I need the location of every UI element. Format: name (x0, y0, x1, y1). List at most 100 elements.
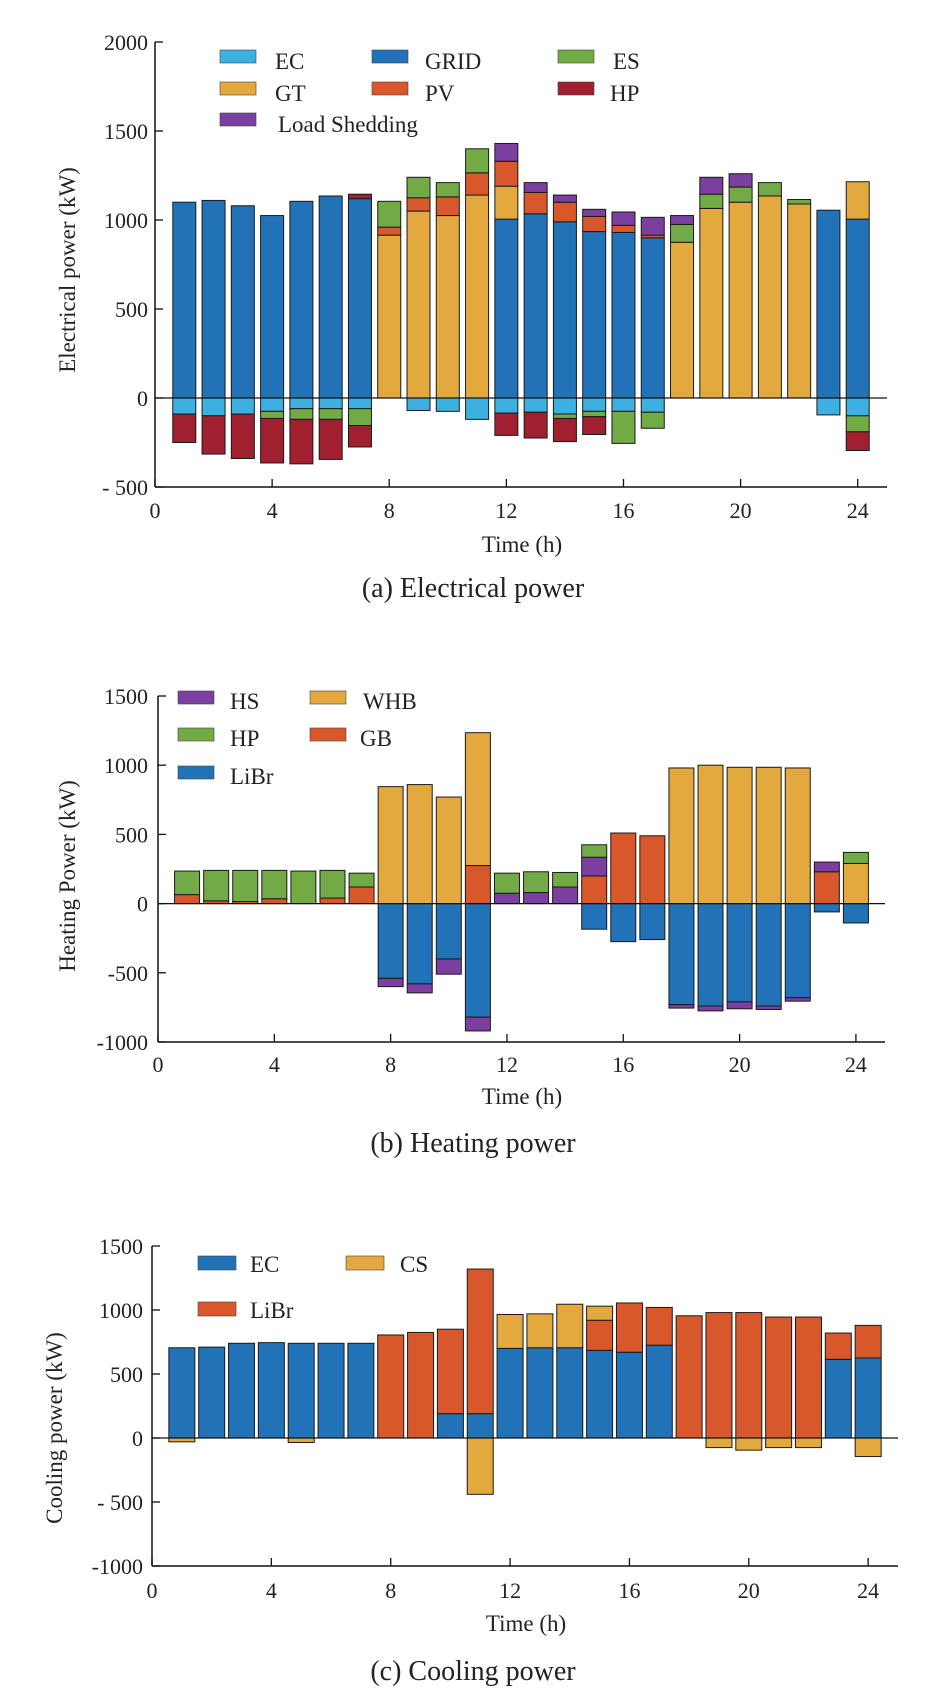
bar-hp-hour-1 (172, 413, 197, 443)
bar-libr-hour-19 (705, 1312, 733, 1439)
bar-hp-hour-4 (261, 869, 288, 900)
heating-bars (174, 732, 869, 1032)
x-tick-label: 16 (612, 1052, 634, 1077)
bar-libr-hour-8 (377, 903, 404, 979)
x-tick-label: 8 (385, 1578, 396, 1603)
bar-whb-hour-24 (842, 862, 869, 905)
bar-cs-hour-20 (735, 1437, 763, 1451)
bar-ec-hour-10 (436, 1413, 464, 1439)
bar-es-hour-5 (289, 408, 314, 420)
bar-grid-hour-5 (289, 200, 314, 399)
y-tick-label: 1500 (104, 119, 148, 144)
bar-hp-hour-13 (523, 411, 548, 439)
y-tick-label: 500 (115, 822, 148, 847)
bar-libr-hour-8 (377, 1334, 405, 1439)
bar-hp-hour-2 (203, 869, 230, 902)
bar-gt-hour-11 (465, 194, 490, 399)
bar-es-hour-6 (318, 408, 343, 420)
cooling-legend: EC CS LiBr (197, 1252, 428, 1323)
bar-whb-hour-9 (406, 784, 433, 905)
bar-cs-hour-21 (765, 1437, 793, 1449)
bar-ec-hour-1 (168, 1347, 196, 1439)
bar-hs-hour-12 (493, 892, 520, 905)
y-tick-label: 1500 (104, 684, 148, 709)
bar-hs-hour-11 (464, 1016, 491, 1032)
bar-gb-hour-23 (813, 871, 840, 905)
bar-load-shedding-hour-16 (611, 211, 636, 226)
x-tick-label: 0 (147, 1578, 158, 1603)
bar-libr-hour-18 (668, 903, 695, 1006)
electrical-bars (172, 142, 870, 465)
legend-label-gt: GT (275, 81, 306, 106)
bar-libr-hour-11 (466, 1268, 494, 1415)
bar-gt-hour-8 (377, 234, 402, 399)
bar-hs-hour-23 (813, 861, 840, 873)
bar-hs-hour-19 (697, 1005, 724, 1012)
y-tick-label: 1000 (99, 1298, 143, 1323)
bar-libr-hour-19 (697, 903, 724, 1007)
bar-grid-hour-1 (172, 201, 197, 399)
bar-ec-hour-12 (496, 1347, 524, 1439)
bar-es-hour-14 (552, 413, 577, 419)
bar-load-shedding-hour-18 (670, 215, 695, 225)
y-tick-label: 500 (110, 1362, 143, 1387)
bar-libr-hour-16 (610, 903, 637, 943)
bar-pv-hour-10 (435, 196, 460, 217)
bar-libr-hour-10 (436, 1328, 464, 1415)
cooling-bars (168, 1268, 882, 1495)
x-tick-label: 12 (499, 1578, 521, 1603)
bar-hp-hour-13 (523, 871, 550, 894)
bar-hp-hour-14 (552, 417, 577, 443)
legend-label-hp-heat: HP (230, 726, 259, 751)
bar-cs-hour-5 (287, 1437, 315, 1443)
legend-label-es: ES (613, 49, 640, 74)
bar-gb-hour-6 (319, 897, 346, 905)
bar-load-shedding-hour-19 (699, 176, 724, 195)
bar-grid-hour-16 (611, 231, 636, 399)
legend-label-ec-cool: EC (250, 1252, 279, 1277)
y-tick-label: 1500 (99, 1234, 143, 1259)
bar-pv-hour-16 (611, 224, 636, 233)
bar-ec-hour-24 (854, 1357, 882, 1439)
bar-gb-hour-11 (464, 865, 491, 905)
bar-libr-hour-22 (794, 1316, 822, 1439)
bar-gt-hour-24 (845, 181, 870, 220)
legend-label-hs: HS (230, 689, 259, 714)
bar-hp-hour-24 (842, 851, 869, 864)
bar-ec-hour-2 (201, 397, 226, 417)
bar-es-hour-22 (787, 199, 812, 205)
bar-gt-hour-9 (406, 210, 431, 399)
legend-label-ec: EC (275, 49, 304, 74)
legend-label-load-shedding: Load Shedding (278, 112, 418, 137)
bar-hs-hour-18 (668, 1004, 695, 1009)
bar-whb-hour-22 (784, 767, 811, 905)
bar-gb-hour-15 (581, 875, 608, 905)
bar-ec-hour-11 (465, 397, 490, 420)
bar-libr-hour-24 (854, 1324, 882, 1359)
bar-libr-hour-23 (813, 903, 840, 913)
bar-grid-hour-13 (523, 213, 548, 399)
legend-swatch-gt (219, 81, 257, 96)
legend-label-whb: WHB (363, 689, 417, 714)
legend-swatch-load-shedding (219, 112, 257, 127)
heating-caption: (b) Heating power (370, 1128, 576, 1159)
bar-es-hour-18 (670, 223, 695, 243)
bar-pv-hour-14 (552, 201, 577, 223)
bar-es-hour-16 (611, 410, 636, 444)
x-tick-label: 24 (845, 1052, 867, 1077)
bar-load-shedding-hour-14 (552, 194, 577, 203)
legend-label-cs: CS (400, 1252, 428, 1277)
bar-ec-hour-12 (494, 397, 519, 414)
bar-hp-hour-14 (552, 871, 579, 888)
bar-ec-hour-17 (640, 397, 665, 413)
bar-grid-hour-4 (260, 215, 285, 399)
y-tick-label: -500 (108, 961, 148, 986)
bar-libr-hour-24 (842, 903, 869, 924)
bar-grid-hour-6 (318, 195, 343, 399)
bar-libr-hour-10 (435, 903, 462, 960)
bar-hp-hour-6 (319, 869, 346, 899)
bar-gb-hour-7 (348, 886, 375, 905)
bar-es-hour-8 (377, 200, 402, 228)
bar-ec-hour-10 (435, 397, 460, 412)
